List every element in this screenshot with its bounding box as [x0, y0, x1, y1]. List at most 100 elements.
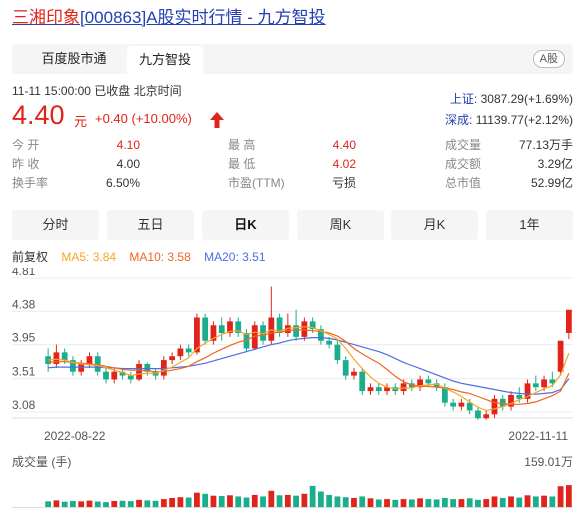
tab-baidu-stock[interactable]: 百度股市通 — [41, 51, 107, 66]
index-shanghai[interactable]: 上证: 3087.29(+1.69%) — [450, 90, 573, 107]
candle-body — [227, 321, 233, 333]
period-weekly-k[interactable]: 周K — [297, 210, 384, 240]
stat-value: 4.02 — [332, 157, 356, 171]
tab-jiufang[interactable]: 九方智投 — [127, 46, 203, 74]
candle-body — [532, 383, 539, 388]
adjust-mode[interactable]: 前复权 — [12, 250, 49, 264]
candle-body — [61, 352, 68, 361]
index-shenzhen[interactable]: 深成: 11139.77(+2.12%) — [445, 111, 573, 128]
index-value: 11139.77(+2.12%) — [475, 113, 573, 127]
volume-bar — [408, 499, 415, 507]
volume-bar — [441, 497, 448, 507]
volume-bar — [119, 500, 126, 507]
volume-bar — [532, 496, 539, 507]
candle-body — [318, 329, 324, 341]
ma20-label: MA20: 3.51 — [204, 250, 266, 264]
y-tick-label: 3.95 — [12, 331, 36, 345]
volume-bar — [309, 485, 316, 507]
volume-bar — [466, 498, 473, 507]
candle-body — [284, 325, 291, 333]
price-unit: 元 — [74, 114, 88, 129]
volume-bar — [375, 499, 382, 507]
source-tabs: 百度股市通 九方智投 A股 — [12, 44, 573, 74]
period-daily-k[interactable]: 日K — [202, 210, 289, 240]
stat-value: 4.00 — [116, 157, 140, 171]
volume-bar — [136, 499, 142, 507]
volume-bar — [400, 499, 407, 507]
period-tabs: 分时 五日 日K 周K 月K 1年 — [12, 210, 573, 240]
candle-body — [351, 371, 357, 376]
volume-bar — [86, 500, 93, 507]
candle-body — [194, 317, 200, 353]
volume-bar — [417, 498, 423, 507]
candle-body — [441, 387, 448, 403]
volume-bar — [516, 497, 523, 507]
page-title[interactable]: 三湘印象[000863]A股实时行情 - 九方智投 — [12, 6, 326, 30]
volume-bar — [450, 499, 457, 507]
period-1year[interactable]: 1年 — [486, 210, 573, 240]
volume-chart[interactable] — [0, 470, 585, 510]
volume-bar — [227, 495, 233, 507]
volume-bar — [557, 486, 564, 507]
candle-body — [260, 325, 266, 341]
volume-bar — [499, 497, 506, 507]
candle-body — [86, 356, 93, 364]
candle-body — [508, 394, 514, 407]
candlestick-chart[interactable]: 4.81 4.38 3.95 3.51 3.08 2022-08-22 2022-11-11 — [0, 268, 585, 448]
volume-bar — [260, 496, 266, 507]
volume-bar — [78, 501, 85, 507]
candle-body — [417, 379, 423, 388]
index-name[interactable]: 上证: — [449, 92, 478, 106]
y-tick-label: 3.51 — [12, 365, 36, 379]
ma5-label: MA5: 3.84 — [61, 250, 117, 264]
candle-body — [111, 371, 118, 380]
candle-body — [144, 363, 151, 372]
volume-bar — [524, 495, 531, 507]
volume-bar — [53, 500, 60, 507]
title-keyword[interactable]: 三湘印象 — [12, 8, 80, 27]
stat-value: 亏损 — [331, 176, 356, 190]
candle-body — [499, 398, 506, 407]
index-name[interactable]: 深成: — [445, 113, 473, 127]
candle-body — [127, 375, 134, 380]
volume-bar — [61, 501, 68, 507]
candle-body — [235, 321, 242, 333]
candle-body — [268, 317, 275, 341]
period-monthly-k[interactable]: 月K — [391, 210, 478, 240]
volume-bar — [293, 495, 299, 507]
candle-body — [565, 309, 572, 333]
candle-body — [70, 360, 76, 372]
candle-body — [334, 344, 341, 361]
candle-body — [450, 402, 457, 407]
volume-bar — [301, 493, 308, 507]
volume-bar — [458, 499, 465, 507]
volume-bar — [384, 499, 390, 507]
y-tick-label: 4.38 — [12, 297, 36, 311]
candle-body — [433, 383, 440, 388]
x-tick-label: 2022-11-11 — [508, 429, 568, 443]
candle-body — [549, 379, 556, 384]
volume-bar — [425, 499, 432, 507]
candle-body — [177, 348, 184, 357]
candle-body — [160, 360, 167, 376]
candle-body — [466, 402, 473, 411]
candle-body — [78, 363, 85, 372]
candle-body — [367, 387, 374, 392]
candle-body — [251, 325, 258, 349]
volume-bar — [318, 491, 324, 507]
y-tick-label: 4.81 — [12, 268, 36, 278]
y-tick-label: 3.08 — [12, 398, 36, 412]
stat-value: 4.10 — [116, 138, 140, 152]
volume-bar — [334, 496, 341, 507]
stat-label: 最 低 — [228, 157, 256, 171]
title-rest[interactable]: [000863]A股实时行情 - 九方智投 — [80, 8, 326, 27]
volume-bar — [185, 497, 192, 507]
ma10-line — [48, 329, 570, 405]
volume-bar — [483, 499, 490, 507]
volume-title: 成交量 (手) — [12, 455, 72, 469]
period-intraday[interactable]: 分时 — [12, 210, 99, 240]
candle-body — [309, 321, 316, 330]
period-5day[interactable]: 五日 — [107, 210, 194, 240]
stat-value: 52.99亿 — [530, 176, 573, 190]
candle-body — [202, 317, 209, 341]
